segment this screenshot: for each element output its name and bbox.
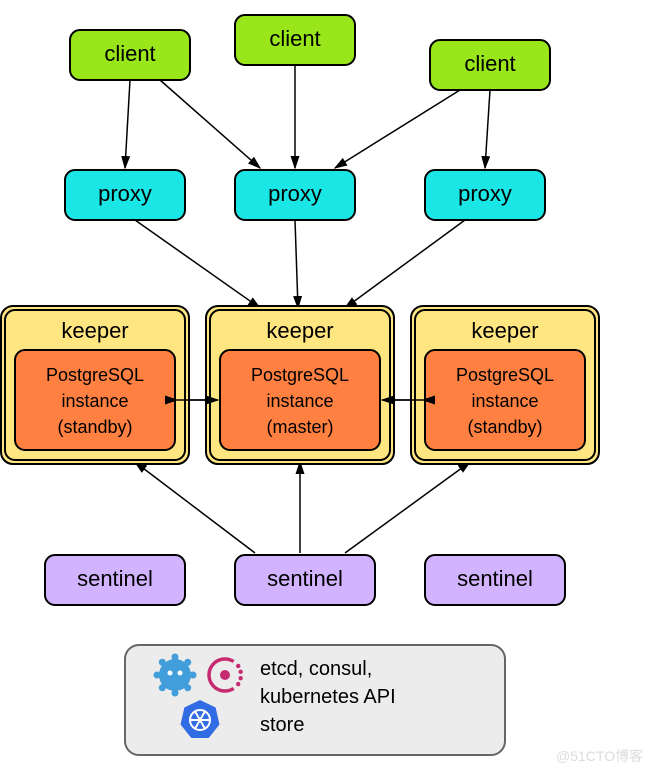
edge-client3-proxy3 [485,90,490,168]
svg-text:(standby): (standby) [467,417,542,437]
svg-text:client: client [464,51,515,76]
svg-text:client: client [104,41,155,66]
store-label: etcd, consul, [260,658,372,680]
svg-text:PostgreSQL: PostgreSQL [251,365,349,385]
svg-text:PostgreSQL: PostgreSQL [46,365,144,385]
svg-text:keeper: keeper [471,318,538,343]
svg-text:sentinel: sentinel [457,566,533,591]
edge-client1-proxy2 [160,80,260,168]
edge-client3-proxy2 [335,90,460,168]
edge-sent2-keeper3 [345,462,470,553]
store-label: store [260,714,304,736]
svg-text:instance: instance [471,391,538,411]
svg-text:proxy: proxy [98,181,152,206]
edge-proxy3-keeper2 [345,220,465,308]
etcd-icon [154,654,197,697]
svg-text:sentinel: sentinel [77,566,153,591]
svg-text:(standby): (standby) [57,417,132,437]
svg-text:(master): (master) [267,417,334,437]
watermark-text: @51CTO博客 [556,746,643,766]
svg-text:instance: instance [61,391,128,411]
svg-text:instance: instance [266,391,333,411]
architecture-diagram: client client client proxy proxy proxy keeper k… [0,0,666,768]
svg-text:PostgreSQL: PostgreSQL [456,365,554,385]
svg-text:proxy: proxy [458,181,512,206]
store-label: kubernetes API [260,686,396,708]
svg-text:keeper: keeper [61,318,128,343]
edge-proxy2-keeper2 [295,220,298,308]
svg-text:sentinel: sentinel [267,566,343,591]
edge-sent2-keeper1 [135,462,255,553]
edge-client1-proxy1 [125,80,130,168]
edge-proxy1-keeper2 [135,220,260,308]
svg-text:client: client [269,26,320,51]
svg-text:proxy: proxy [268,181,322,206]
svg-text:keeper: keeper [266,318,333,343]
